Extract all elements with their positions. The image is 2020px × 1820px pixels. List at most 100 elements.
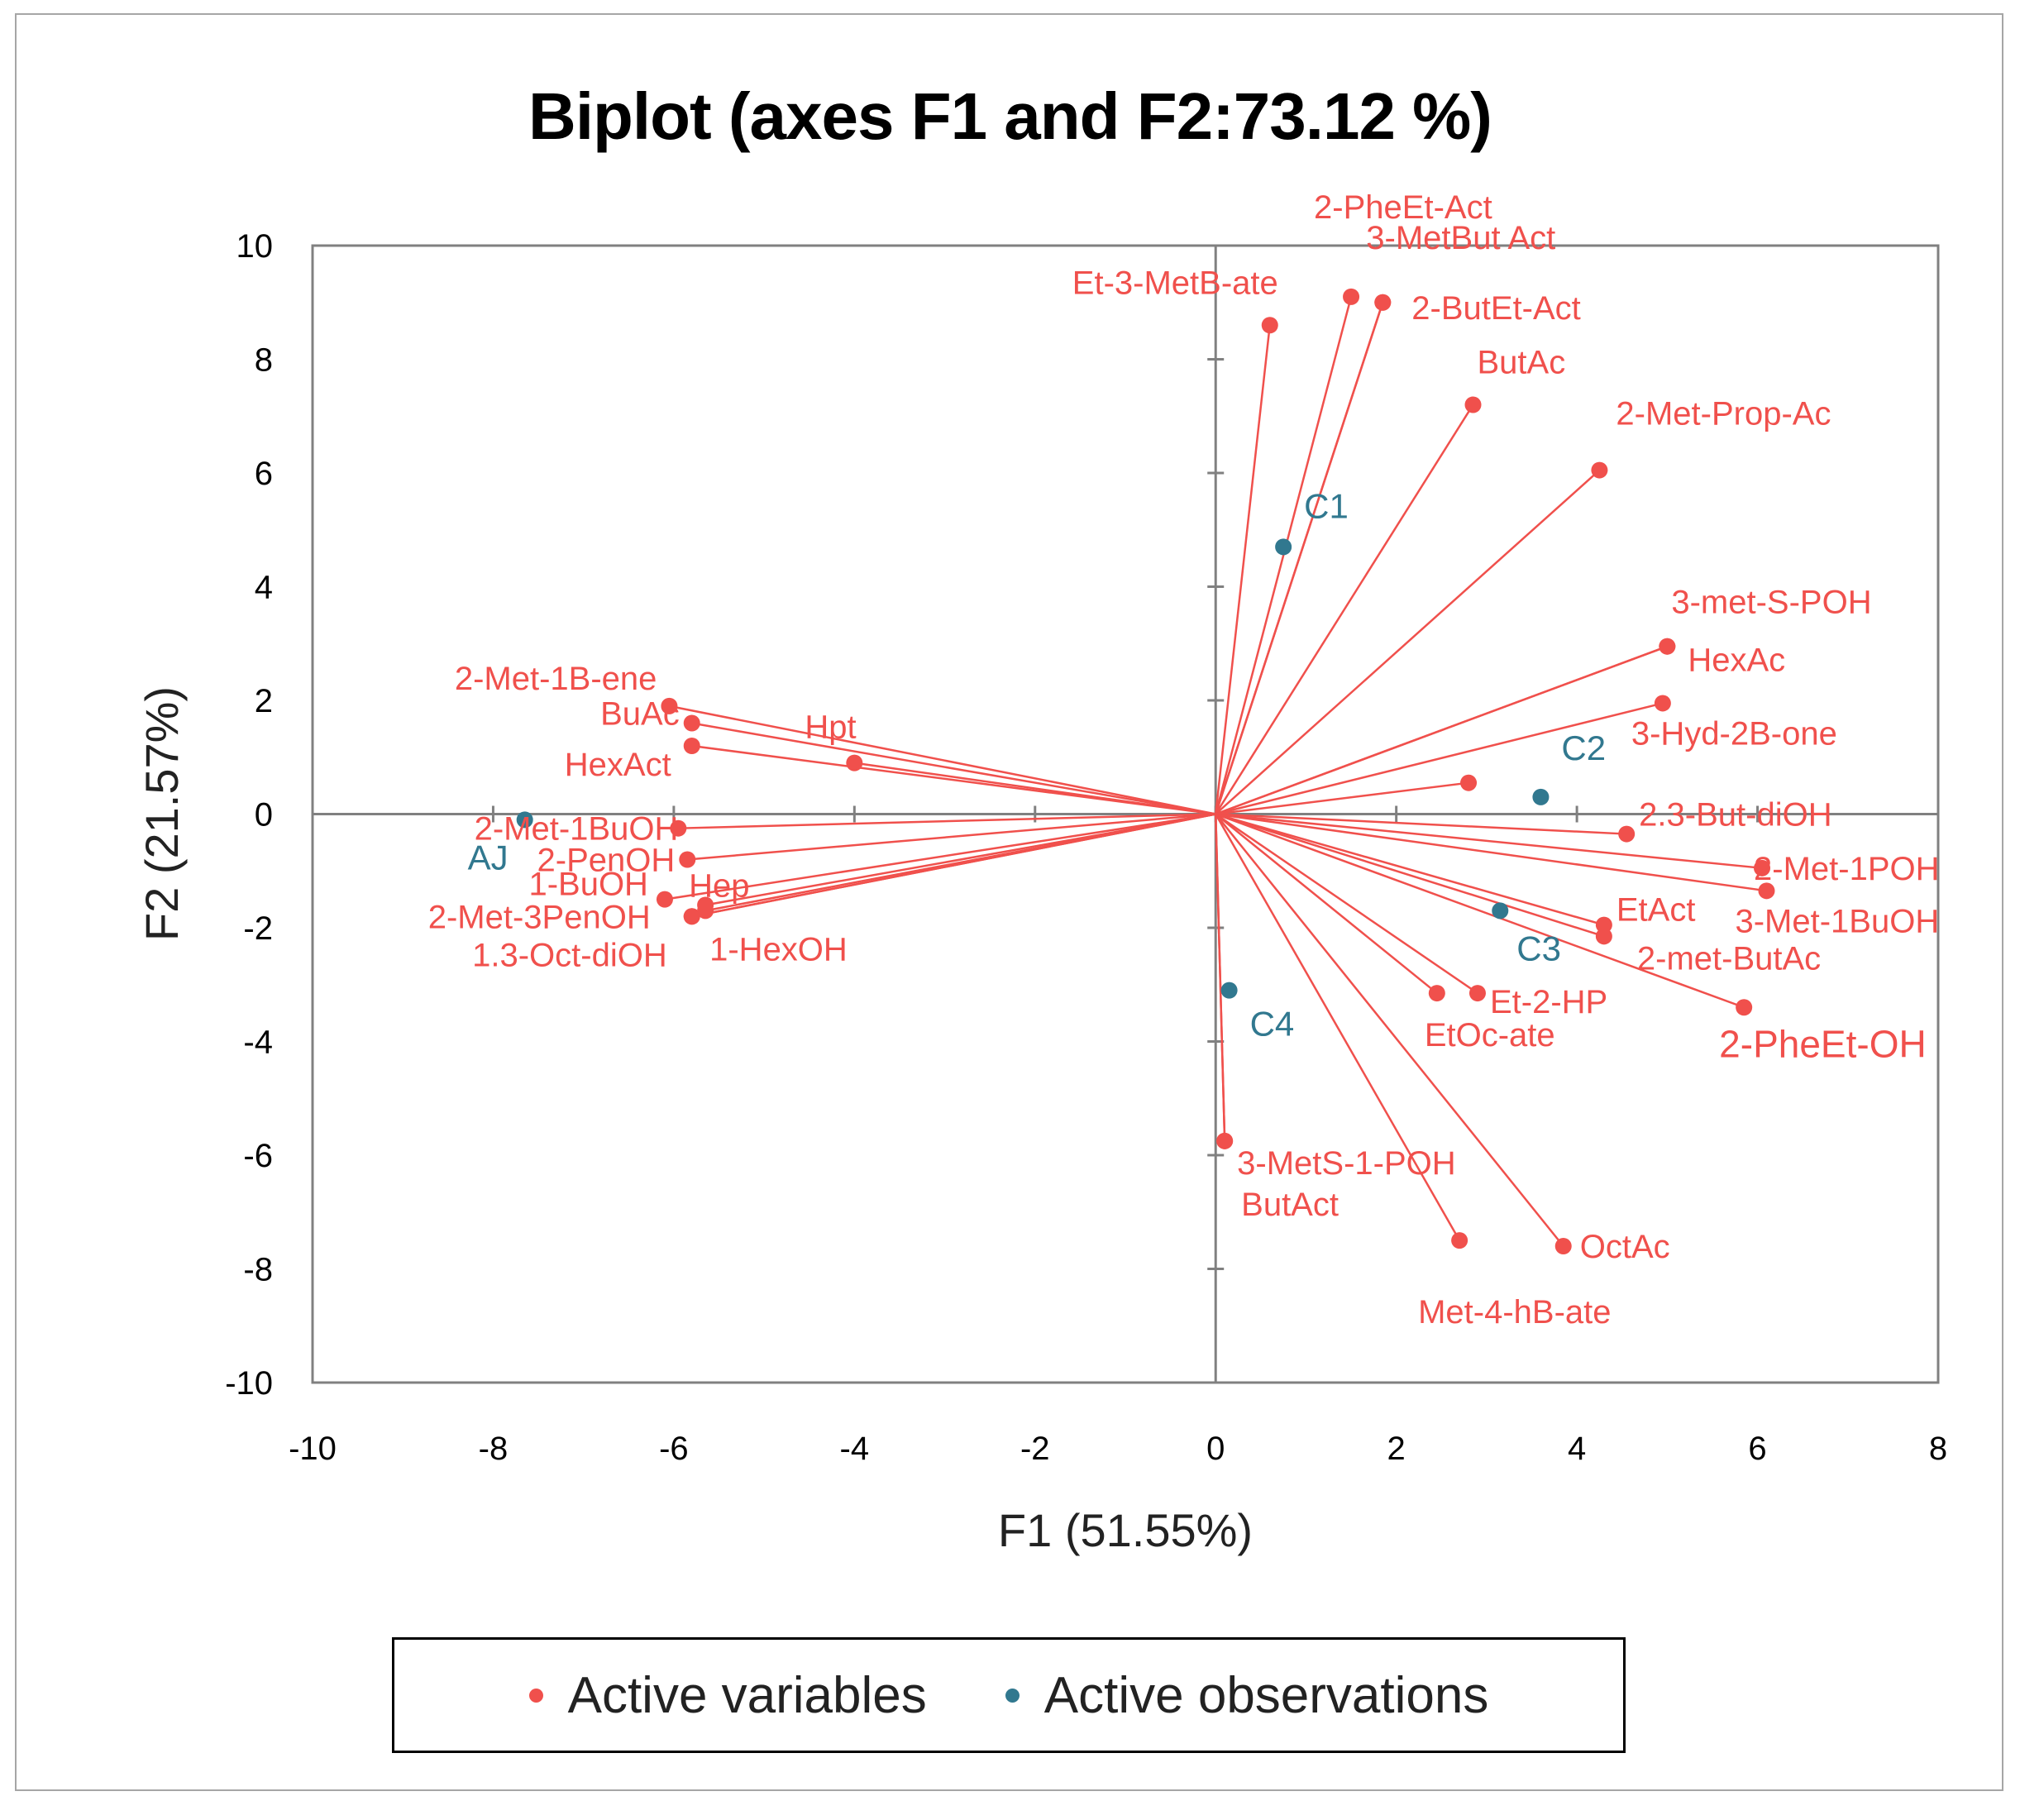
y-tick-label: 6 (255, 456, 273, 492)
observation-label: C1 (1304, 486, 1349, 525)
legend-item-observations: Active observations (1005, 1666, 1488, 1725)
variable-label: 3-met-S-POH (1671, 585, 1871, 621)
variable-point (1428, 985, 1445, 1002)
variable-point (1595, 928, 1612, 945)
variable-label: 3-Met-1BuOH (1735, 903, 1939, 939)
variable-label: ButAc (1478, 345, 1566, 381)
observation-label: C2 (1561, 728, 1606, 767)
legend-marker-observations (1005, 1688, 1020, 1703)
variable-point (1754, 859, 1771, 877)
variable-point (1343, 288, 1360, 305)
observation-label: AJ (468, 838, 509, 877)
y-tick-label: 4 (255, 570, 273, 606)
variable-label: OctAc (1580, 1229, 1670, 1265)
variable-label: 3-Hyd-2B-one (1631, 715, 1837, 752)
variable-vector (704, 813, 1216, 912)
variable-label: ButAct (1241, 1187, 1339, 1223)
variable-label: 2-PheEt-OH (1719, 1022, 1927, 1065)
variable-label: 3-MetS-1-POH (1237, 1145, 1456, 1182)
variable-label: Et-2-HP (1490, 984, 1607, 1020)
variable-point (1216, 1132, 1234, 1149)
variable-label: 1.3-Oct-diOH (472, 937, 667, 973)
variable-label: HexAc (1688, 642, 1785, 679)
variable-label: BuAc (600, 696, 680, 733)
variable-point (1464, 396, 1482, 413)
variable-vector (1215, 813, 1438, 995)
variable-label: 2-Met-1B-ene (455, 661, 657, 697)
y-tick-label: 10 (236, 228, 274, 265)
variable-vector (1215, 296, 1353, 814)
variable-vector (664, 813, 1216, 900)
variable-label: 2-Met-1BuOH (475, 811, 679, 848)
variable-vector (1215, 469, 1601, 815)
variable-point (661, 697, 678, 714)
variable-vector (669, 705, 1216, 815)
variable-point (683, 908, 700, 925)
x-tick-label: 2 (1387, 1431, 1406, 1467)
variable-label: Hpt (805, 709, 856, 746)
y-tick-label: -10 (225, 1365, 273, 1402)
observation-point (1492, 902, 1509, 920)
variable-point (683, 714, 700, 732)
y-tick-label: -4 (243, 1025, 273, 1061)
variable-vector (1215, 781, 1469, 815)
variable-vector (1215, 813, 1605, 938)
variable-point (1736, 999, 1753, 1016)
variable-label: 2-met-ButAc (1637, 940, 1821, 977)
x-tick-label: -10 (289, 1431, 337, 1467)
observation-label: C3 (1516, 929, 1561, 967)
observation-label: C4 (1250, 1005, 1295, 1044)
x-tick-label: 6 (1748, 1431, 1766, 1467)
variable-point (1460, 774, 1478, 791)
variable-label: 1-HexOH (709, 931, 848, 967)
variable-label: HexAct (565, 747, 671, 783)
legend-label-variables: Active variables (567, 1666, 927, 1724)
variable-vector (1215, 813, 1627, 835)
x-tick-label: -8 (479, 1431, 509, 1467)
variable-label: EtAct (1616, 892, 1696, 929)
variable-point (1451, 1232, 1468, 1249)
legend-marker-variables (528, 1688, 543, 1703)
variable-point (1374, 294, 1392, 311)
variable-label: 2-PenOH (537, 843, 676, 879)
y-tick-label: 2 (255, 683, 273, 719)
y-tick-label: -2 (243, 910, 273, 947)
observation-point (1532, 788, 1550, 805)
variable-label: 2-PheEt-Act (1314, 189, 1492, 226)
variable-vector (1215, 813, 1763, 870)
variable-label: 2-Met-3PenOH (428, 899, 651, 935)
variable-point (1554, 1238, 1572, 1254)
variable-point (656, 891, 673, 908)
variable-vector (1215, 302, 1384, 814)
variable-vector (1215, 404, 1474, 815)
variable-vector (1215, 813, 1605, 926)
y-axis-label: F2 (21.57%) (136, 686, 188, 941)
x-tick-label: 4 (1568, 1431, 1586, 1467)
legend-item-variables: Active variables (528, 1666, 927, 1725)
variable-label: 2-Met-1POH (1754, 851, 1940, 887)
x-tick-label: -4 (840, 1431, 870, 1467)
variable-vector (687, 813, 1216, 861)
variable-label: 2.3-But-diOH (1639, 797, 1831, 834)
variable-vector (1215, 645, 1668, 815)
variable-point (697, 902, 714, 920)
variable-label: 1-BuOH (528, 867, 648, 903)
variable-vector (1214, 814, 1226, 1141)
variable-vector (1215, 813, 1745, 1009)
variable-vector (1215, 702, 1664, 815)
variable-label: EtOc-ate (1425, 1017, 1555, 1053)
x-axis-label: F1 (51.55%) (998, 1504, 1253, 1556)
observation-point (1220, 982, 1238, 999)
legend: Active variables Active observations (392, 1637, 1626, 1753)
variable-point (1659, 638, 1676, 655)
variable-point (1618, 825, 1636, 843)
y-tick-label: 0 (255, 797, 273, 834)
variable-point (1261, 317, 1278, 334)
x-tick-label: -2 (1020, 1431, 1050, 1467)
variable-vector (854, 762, 1216, 815)
y-tick-label: -6 (243, 1138, 273, 1174)
variable-vector (691, 722, 1216, 815)
variable-point (1591, 461, 1608, 479)
variable-vector (1215, 813, 1478, 995)
